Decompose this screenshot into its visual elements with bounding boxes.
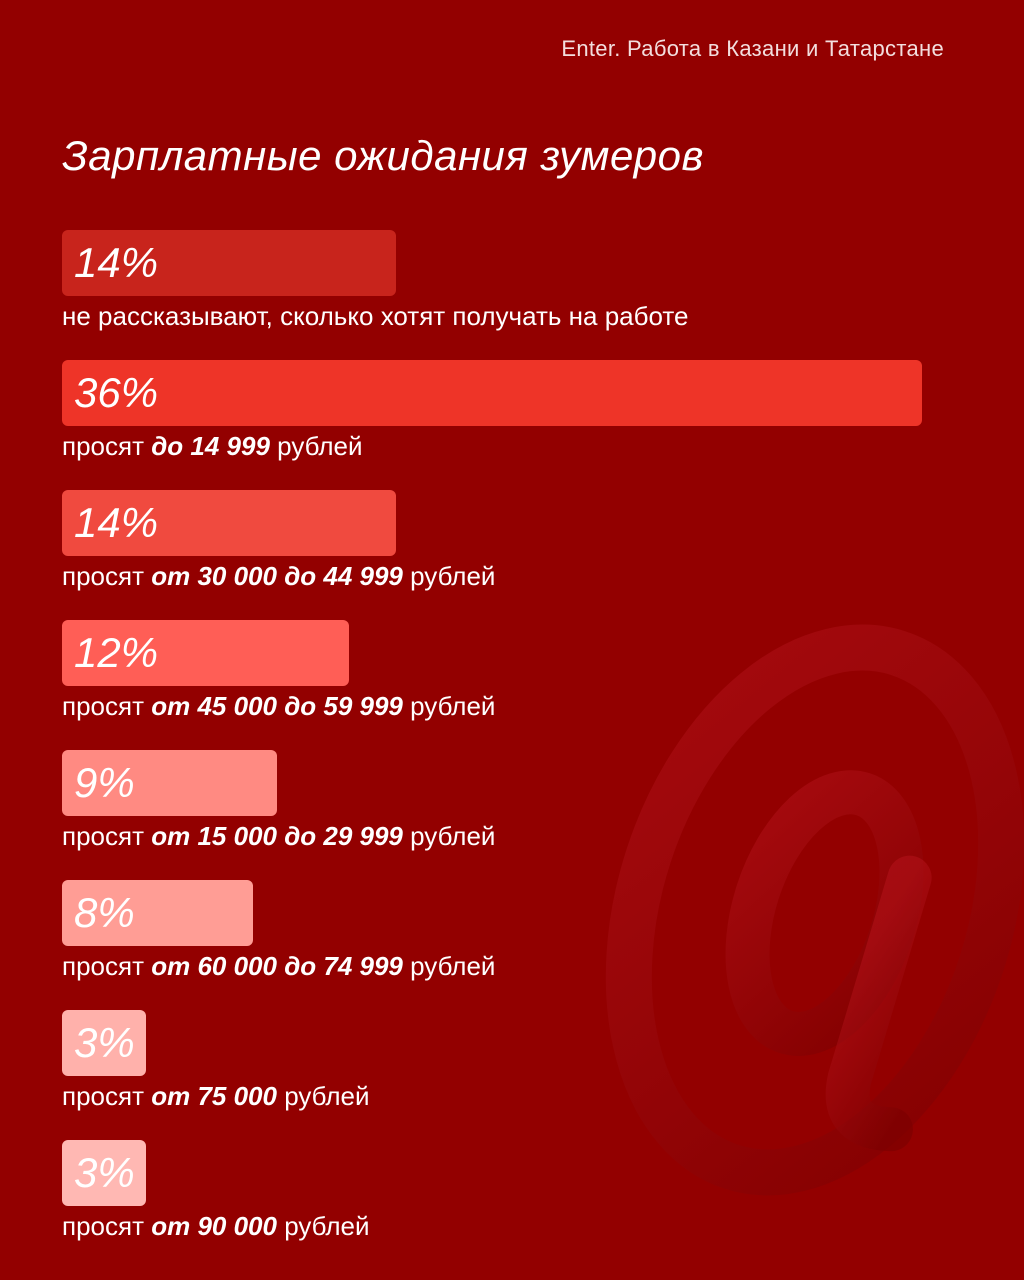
label-amount: от 30 000 до 44 999 — [151, 561, 403, 591]
label-amount: от 90 000 — [151, 1211, 277, 1241]
label-prefix: просят — [62, 691, 152, 721]
bar-category-label: просят от 90 000 рублей — [62, 1210, 370, 1242]
label-amount: от 15 000 до 29 999 — [151, 821, 403, 851]
bar-value-label: 9% — [74, 759, 135, 806]
label-amount: от 75 000 — [151, 1081, 277, 1111]
bar-category-label: просят до 14 999 рублей — [62, 430, 362, 462]
label-prefix: просят — [62, 821, 152, 851]
bar: 3% — [62, 1140, 146, 1206]
label-amount: от 60 000 до 74 999 — [151, 951, 403, 981]
chart-title: Зарплатные ожидания зумеров — [62, 132, 704, 179]
bar-category-label: просят от 15 000 до 29 999 рублей — [62, 820, 495, 852]
label-amount: до 14 999 — [151, 431, 270, 461]
label-suffix: рублей — [402, 691, 496, 721]
label-prefix: просят — [62, 1211, 152, 1241]
label-suffix: рублей — [402, 821, 496, 851]
bar-value-label: 3% — [74, 1149, 135, 1196]
bar: 3% — [62, 1010, 146, 1076]
bar-category-label: не рассказывают, сколько хотят получать … — [62, 300, 688, 332]
brand-caption: Enter. Работа в Казани и Татарстане — [561, 36, 944, 61]
bar: 12% — [62, 620, 349, 686]
bar-category-label: просят от 60 000 до 74 999 рублей — [62, 950, 495, 982]
bar-value-label: 8% — [74, 889, 135, 936]
bar-value-label: 3% — [74, 1019, 135, 1066]
bar: 36% — [62, 360, 922, 426]
label-suffix: рублей — [402, 951, 496, 981]
bar-category-label: просят от 30 000 до 44 999 рублей — [62, 560, 495, 592]
label-suffix: рублей — [269, 431, 363, 461]
bar: 8% — [62, 880, 253, 946]
label-prefix: просят — [62, 951, 152, 981]
label-amount: от 45 000 до 59 999 — [151, 691, 403, 721]
bar: 9% — [62, 750, 277, 816]
label-prefix: просят — [62, 561, 152, 591]
bar: 14% — [62, 490, 396, 556]
bar-value-label: 14% — [74, 239, 159, 286]
at-sign-icon — [605, 624, 1024, 1196]
bar-category-label: просят от 75 000 рублей — [62, 1080, 370, 1112]
label-suffix: рублей — [276, 1081, 370, 1111]
label-prefix: просят — [62, 431, 152, 461]
bar-value-label: 36% — [74, 369, 159, 416]
bar: 14% — [62, 230, 396, 296]
label-suffix: рублей — [276, 1211, 370, 1241]
bar-category-label: просят от 45 000 до 59 999 рублей — [62, 690, 495, 722]
bar-value-label: 12% — [74, 629, 159, 676]
bar-value-label: 14% — [74, 499, 159, 546]
label-prefix: просят — [62, 1081, 152, 1111]
label-prefix: не рассказывают, сколько хотят получать … — [62, 301, 689, 331]
label-suffix: рублей — [402, 561, 496, 591]
